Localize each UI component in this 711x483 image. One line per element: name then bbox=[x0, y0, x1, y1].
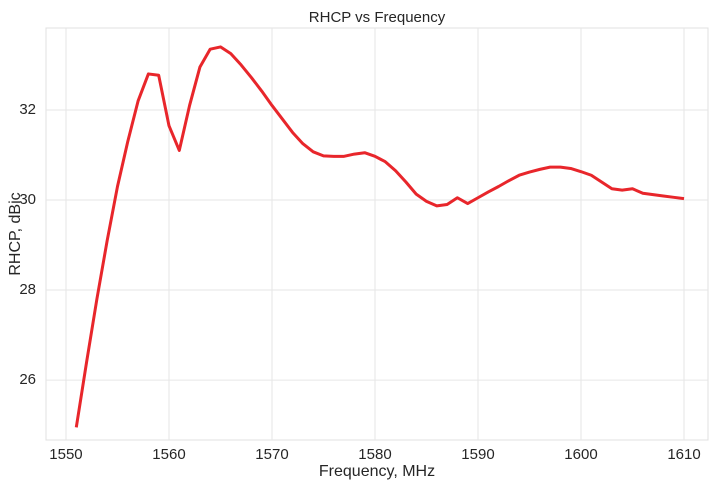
x-tick-label: 1610 bbox=[667, 446, 700, 463]
y-tick-label: 26 bbox=[19, 371, 36, 388]
x-tick-label: 1580 bbox=[358, 446, 391, 463]
y-axis-label: RHCP, dBic bbox=[7, 192, 24, 275]
chart-title: RHCP vs Frequency bbox=[309, 9, 446, 26]
data-line bbox=[74, 45, 685, 428]
x-tick-label: 1560 bbox=[152, 446, 185, 463]
x-tick-label: 1570 bbox=[255, 446, 288, 463]
x-tick-label: 1550 bbox=[49, 446, 82, 463]
x-axis-label: Frequency, MHz bbox=[319, 463, 435, 480]
x-tick-label: 1590 bbox=[461, 446, 494, 463]
y-tick-label: 30 bbox=[19, 191, 36, 208]
y-tick-label: 28 bbox=[19, 281, 36, 298]
x-tick-label: 1600 bbox=[564, 446, 597, 463]
y-tick-label: 32 bbox=[19, 101, 36, 118]
plot-frame bbox=[45, 27, 709, 441]
